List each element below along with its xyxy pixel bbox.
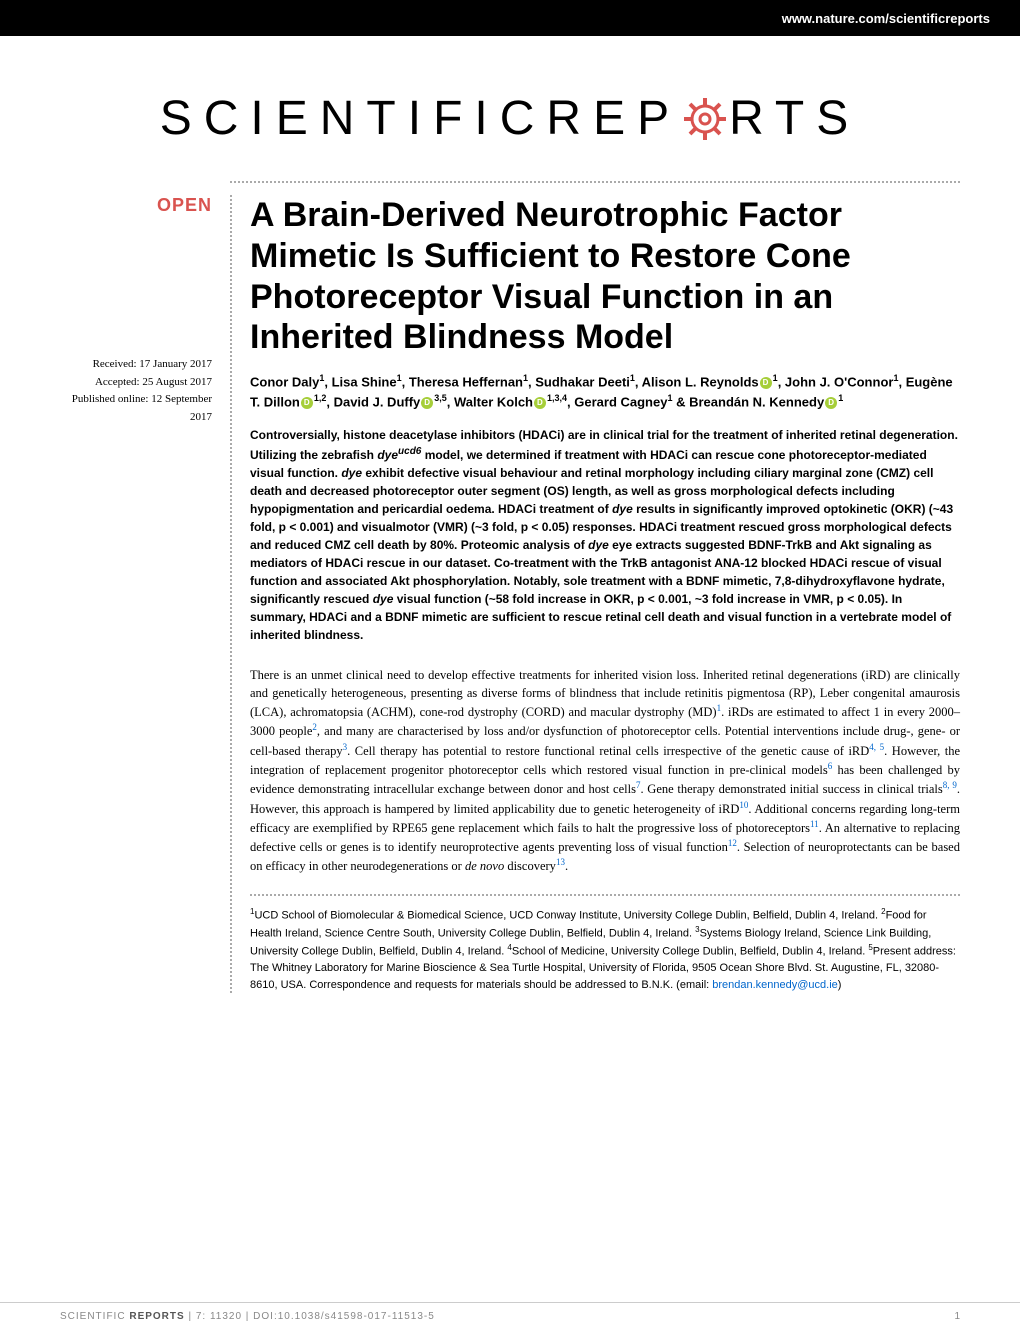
logo-part2: REP [546,91,681,146]
page-footer: SCIENTIFIC REPORTS | 7: 11320 | DOI:10.1… [0,1302,1020,1322]
left-column: OPEN Received: 17 January 2017 Accepted:… [60,195,230,993]
article-title: A Brain-Derived Neurotrophic Factor Mime… [250,195,960,358]
header-url[interactable]: www.nature.com/scientificreports [782,11,990,26]
page-number: 1 [954,1311,960,1322]
main-content: OPEN Received: 17 January 2017 Accepted:… [0,183,1020,993]
article-dates: Received: 17 January 2017 Accepted: 25 A… [60,356,212,426]
header-bar: www.nature.com/scientificreports [0,0,1020,36]
logo-part3: RTS [729,91,860,146]
open-access-badge: OPEN [60,195,212,216]
affiliations: 1UCD School of Biomolecular & Biomedical… [250,894,960,993]
right-column: A Brain-Derived Neurotrophic Factor Mime… [230,195,960,993]
logo-part1: SCIENTIFIC [160,91,547,146]
date-accepted: Accepted: 25 August 2017 [60,374,212,392]
footer-citation: SCIENTIFIC REPORTS | 7: 11320 | DOI:10.1… [60,1311,435,1322]
gear-icon [678,92,732,146]
body-paragraph: There is an unmet clinical need to devel… [250,666,960,876]
date-published: Published online: 12 September 2017 [60,391,212,426]
date-received: Received: 17 January 2017 [60,356,212,374]
abstract: Controversially, histone deacetylase inh… [250,426,960,644]
authors-list: Conor Daly1, Lisa Shine1, Theresa Heffer… [250,372,960,412]
journal-logo: SCIENTIFIC REP RTS [0,36,1020,181]
